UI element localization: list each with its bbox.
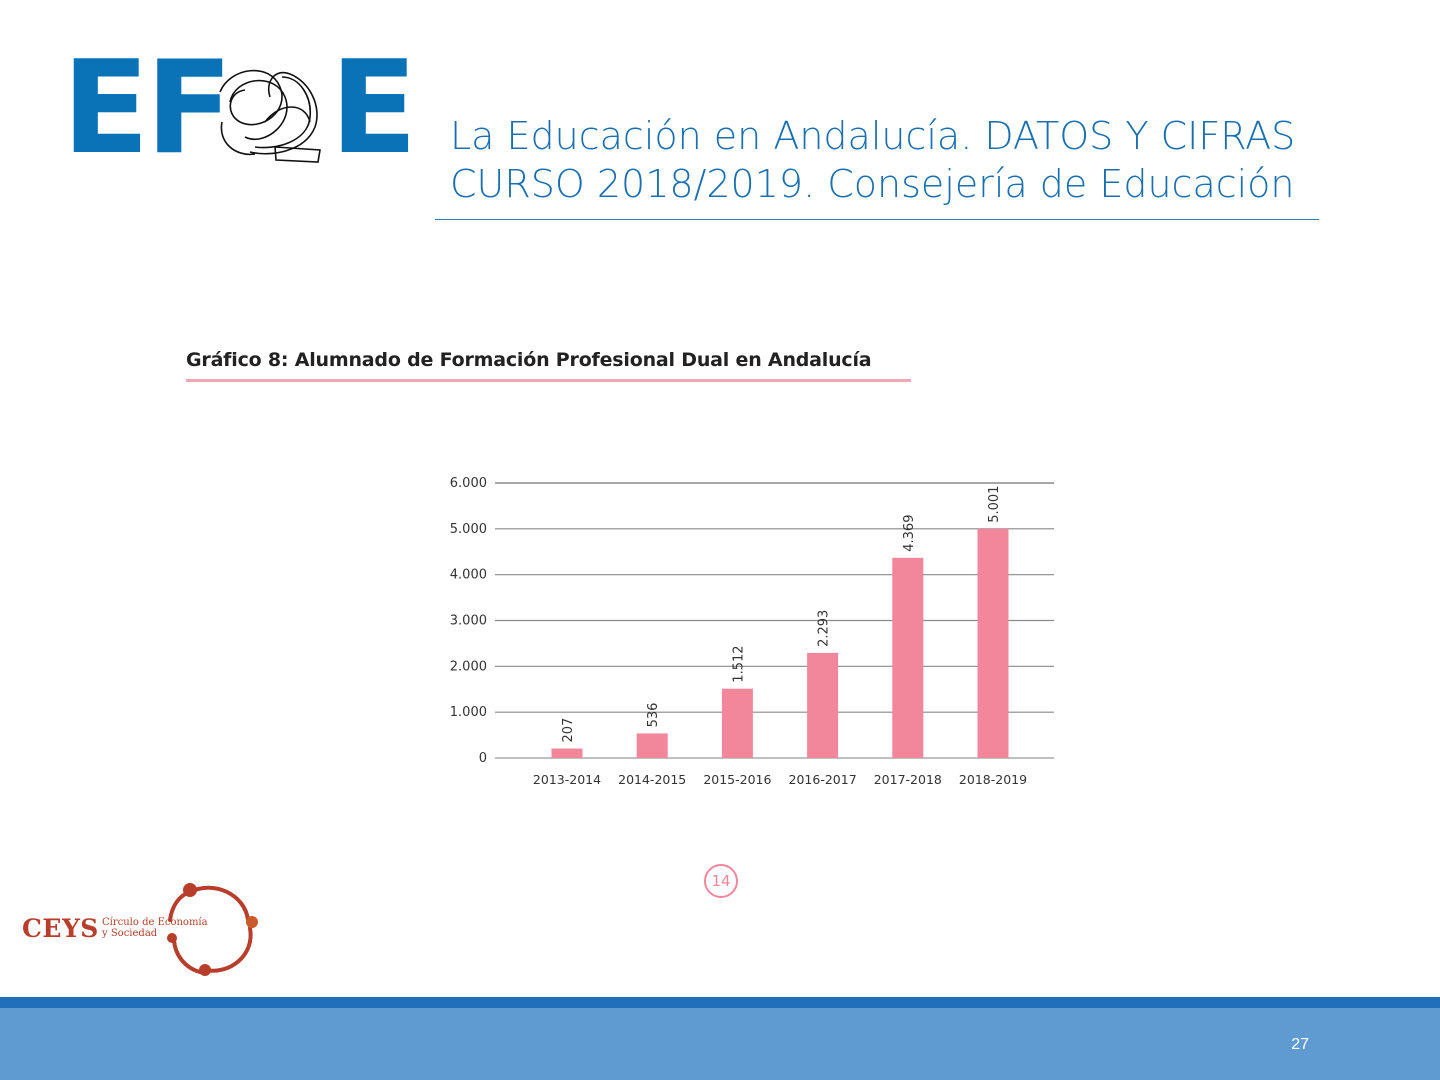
header-divider (435, 219, 1319, 220)
data-label: 207 (561, 718, 576, 743)
ceys-subtitle-line2: y Sociedad (102, 928, 158, 939)
y-tick-label: 2.000 (450, 659, 487, 674)
logo-scribble-mark (219, 69, 321, 163)
slide-title: La Educación en Andalucía. DATOS Y CIFRA… (450, 112, 1350, 208)
x-tick-label: 2018-2019 (959, 772, 1027, 787)
ceys-logo: CEYS Círculo de Economía y Sociedad (20, 880, 258, 980)
efse-logo: EF E (62, 45, 417, 173)
bar (721, 688, 753, 758)
logo-letters-right: E (330, 34, 417, 183)
slide-title-line1: La Educación en Andalucía. DATOS Y CIFRA… (450, 114, 1296, 158)
data-label: 1.512 (731, 645, 746, 682)
ceys-circle-icon (167, 883, 258, 976)
x-tick-label: 2016-2017 (789, 772, 857, 787)
y-tick-label: 6.000 (450, 476, 487, 491)
footer-stripe (0, 997, 1440, 1008)
data-label: 2.293 (817, 610, 832, 647)
data-label: 5.001 (987, 486, 1002, 523)
data-label: 4.369 (902, 515, 917, 552)
bar (551, 748, 583, 758)
bar (977, 528, 1009, 758)
bar (636, 733, 668, 758)
slide-number: 27 (1291, 1036, 1309, 1053)
bar (807, 652, 839, 758)
data-label: 536 (646, 703, 661, 728)
ceys-wordmark: CEYS (22, 914, 99, 943)
ceys-subtitle: Círculo de Economía y Sociedad (102, 917, 208, 939)
y-tick-label: 3.000 (450, 614, 487, 629)
figure-caption-underline (186, 379, 911, 382)
bar (892, 557, 924, 758)
y-tick-label: 0 (479, 751, 487, 766)
x-tick-label: 2013-2014 (533, 772, 601, 787)
bar-chart: 0 1.000 2.000 3.000 4.000 5.000 6.000 207 2013-2… (450, 476, 1054, 787)
page-marker: 14 (704, 864, 738, 898)
ceys-subtitle-line1: Círculo de Economía (102, 917, 208, 928)
logo-letters-left: EF (62, 34, 233, 183)
y-tick-label: 1.000 (450, 705, 487, 720)
figure-caption: Gráfico 8: Alumnado de Formación Profesi… (186, 349, 872, 371)
x-tick-label: 2014-2015 (618, 772, 686, 787)
footer-bar (0, 1008, 1440, 1080)
x-tick-label: 2017-2018 (874, 772, 942, 787)
y-tick-label: 4.000 (450, 568, 487, 583)
slide-title-line2: CURSO 2018/2019. Consejería de Educación (450, 162, 1295, 206)
x-tick-label: 2015-2016 (703, 772, 771, 787)
y-tick-label: 5.000 (450, 522, 487, 537)
